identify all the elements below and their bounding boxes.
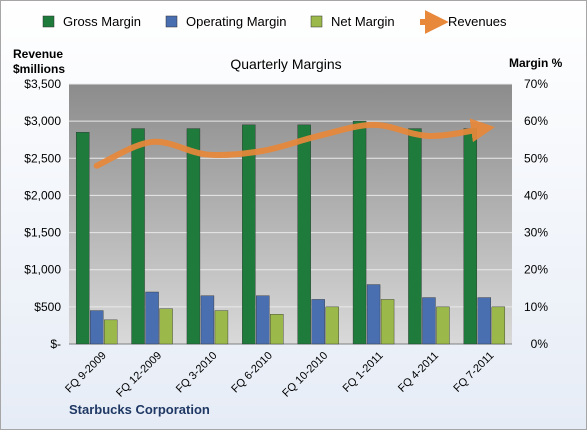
bar-operating-margin — [89, 310, 104, 345]
bar-net-margin — [159, 308, 173, 345]
x-tick-label: FQ 1-2011 — [341, 350, 386, 395]
right-tick-label: 70% — [524, 77, 548, 91]
footer-label: Starbucks Corporation — [69, 402, 210, 417]
legend-swatch-gross-margin — [42, 15, 55, 28]
revenue-line — [93, 118, 496, 169]
bar-series — [75, 120, 506, 345]
left-tick-label: $2,500 — [24, 151, 61, 165]
legend-swatch-net-margin — [310, 15, 323, 28]
right-axis: 0% 10% 20% 30% 40% 50% 60% 70% — [524, 77, 548, 351]
x-tick-label: FQ 6-2010 — [229, 350, 275, 396]
right-tick-label: 10% — [524, 300, 548, 314]
bar-operating-margin — [311, 299, 325, 345]
x-tick-label: FQ 7-2011 — [451, 350, 496, 395]
bar-operating-margin — [422, 297, 436, 345]
x-tick-label: FQ 9-2009 — [63, 350, 109, 396]
right-axis-title: Margin % — [509, 56, 563, 70]
left-tick-label: $1,000 — [24, 263, 61, 277]
bar-operating-margin — [145, 291, 159, 345]
bar-gross-margin — [408, 128, 422, 345]
right-tick-label: 0% — [531, 337, 549, 351]
right-tick-label: 20% — [524, 263, 548, 277]
legend-label-net-margin: Net Margin — [331, 14, 395, 29]
left-tick-label: $1,500 — [24, 226, 61, 240]
right-tick-label: 40% — [524, 188, 548, 202]
left-tick-label: $- — [50, 337, 61, 351]
bar-operating-margin — [477, 297, 492, 345]
legend-swatch-operating-margin — [165, 15, 178, 28]
left-tick-label: $2,000 — [24, 188, 61, 202]
bar-gross-margin — [75, 132, 90, 345]
right-tick-label: 30% — [524, 226, 548, 240]
bar-net-margin — [103, 319, 118, 345]
bar-gross-margin — [186, 128, 201, 345]
bar-gross-margin — [242, 124, 256, 345]
left-axis-title-line2: $millions — [13, 62, 65, 76]
left-axis: $- $500 $1,000 $1,500 $2,000 $2,500 $3,000 $3,5… — [24, 77, 61, 351]
chart-title: Quarterly Margins — [230, 56, 341, 72]
left-tick-label: $3,000 — [24, 114, 61, 128]
bar-net-margin — [380, 299, 395, 345]
left-tick-label: $500 — [34, 300, 61, 314]
left-tick-label: $3,500 — [24, 77, 61, 91]
legend-label-gross-margin: Gross Margin — [63, 14, 141, 29]
bar-operating-margin — [256, 295, 270, 345]
bar-gross-margin — [297, 124, 311, 345]
bar-gross-margin — [352, 120, 367, 345]
bar-net-margin — [436, 306, 450, 345]
bar-net-margin — [270, 314, 284, 345]
legend-label-revenues: Revenues — [448, 14, 507, 29]
x-tick-label: FQ 12-2009 — [114, 350, 164, 400]
bar-operating-margin — [366, 284, 381, 345]
bar-net-margin — [325, 306, 339, 345]
legend: Gross Margin Operating Margin Net Margin Re… — [42, 10, 507, 34]
x-tick-label: FQ 10-2010 — [280, 350, 330, 400]
x-tick-label: FQ 4-2011 — [396, 350, 441, 395]
x-axis: FQ 9-2009 FQ 12-2009 FQ 3-2010 FQ 6-2010 FQ … — [63, 350, 496, 400]
bar-gross-margin — [131, 128, 145, 345]
legend-label-operating-margin: Operating Margin — [186, 14, 286, 29]
bar-operating-margin — [200, 295, 215, 345]
right-tick-label: 50% — [524, 151, 548, 165]
right-tick-label: 60% — [524, 114, 548, 128]
bar-gross-margin — [463, 128, 478, 345]
bar-net-margin — [491, 306, 506, 345]
left-axis-title-line1: Revenue — [13, 47, 63, 61]
bar-net-margin — [214, 310, 229, 345]
revenue-series — [93, 118, 496, 169]
x-tick-label: FQ 3-2010 — [174, 350, 220, 396]
